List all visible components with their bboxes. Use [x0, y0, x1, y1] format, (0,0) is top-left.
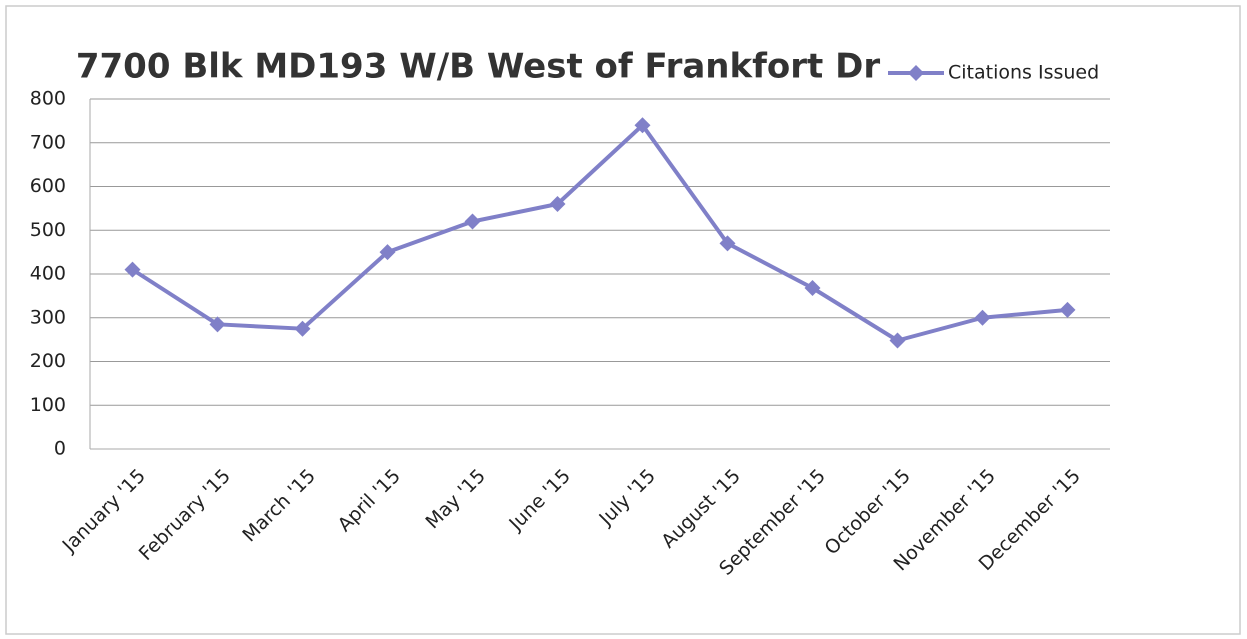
chart-title: 7700 Blk MD193 W/B West of Frankfort Dr: [76, 47, 880, 87]
point-marker: [464, 213, 481, 230]
point-marker: [209, 316, 226, 333]
y-tick-label: 500: [30, 219, 66, 241]
y-tick-label: 300: [30, 306, 66, 328]
point-marker: [974, 309, 991, 326]
point-marker: [124, 261, 141, 278]
chart-border: [5, 5, 1241, 635]
point-marker: [294, 320, 311, 337]
series-line: [131, 123, 1068, 343]
point-marker: [889, 332, 906, 349]
y-tick-label: 800: [30, 88, 66, 110]
legend-label: Citations Issued: [948, 62, 1099, 84]
point-marker: [549, 196, 566, 212]
point-marker: [634, 117, 651, 134]
y-tick-label: 0: [54, 438, 66, 460]
y-tick-label: 400: [30, 263, 66, 285]
point-marker: [1059, 301, 1076, 318]
point-marker: [719, 235, 736, 252]
point-marker: [804, 280, 821, 296]
point-marker: [379, 244, 396, 261]
y-tick-label: 700: [30, 131, 66, 153]
y-tick-label: 100: [30, 394, 66, 416]
y-tick-label: 600: [30, 175, 66, 197]
legend-marker: [908, 65, 924, 81]
y-tick-label: 200: [30, 350, 66, 372]
